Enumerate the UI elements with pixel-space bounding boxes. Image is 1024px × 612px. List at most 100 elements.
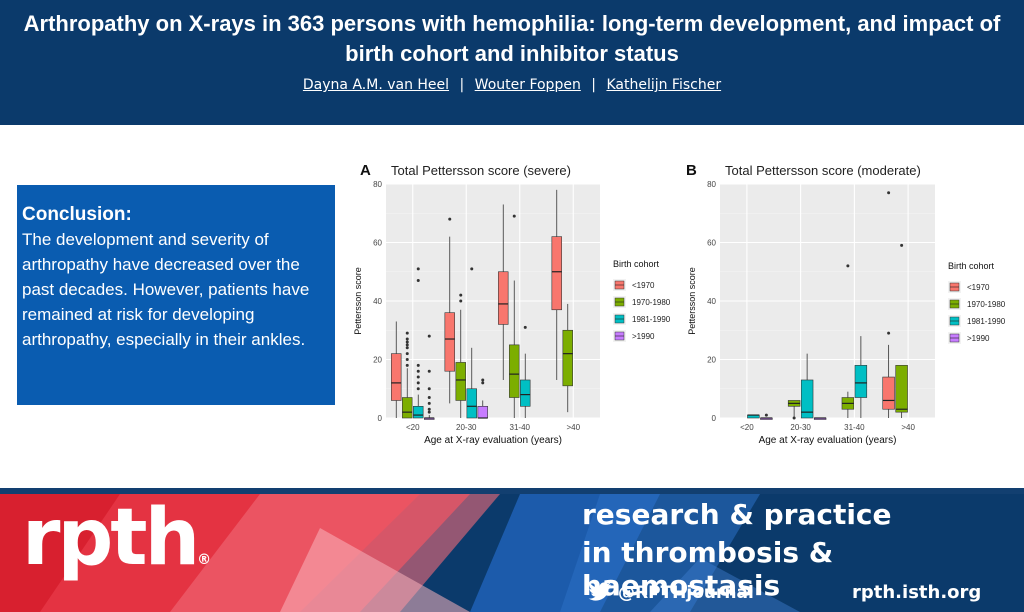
outlier-point (416, 375, 420, 379)
legend-title: Birth cohort (948, 261, 995, 271)
x-tick-label: 31-40 (510, 423, 531, 432)
box-iqr (882, 376, 895, 410)
outlier-point (416, 279, 420, 283)
chart0-box-1970-1980-20-30 (455, 293, 466, 418)
box-iqr (498, 271, 509, 325)
outlier-point (405, 343, 409, 347)
chart0-box-<1970->40 (551, 189, 562, 380)
outlier-point (427, 407, 431, 411)
y-tick-label: 60 (707, 239, 716, 248)
y-tick-label: 20 (373, 356, 382, 365)
footer-banner: rpth® research & practice in thrombosis … (0, 488, 1024, 612)
legend-label: 1970-1980 (632, 298, 671, 307)
box-iqr (391, 353, 402, 401)
conclusion-heading: Conclusion: (22, 204, 132, 225)
outlier-point (512, 214, 516, 218)
y-tick-label: 0 (378, 414, 383, 423)
outlier-point (405, 340, 409, 344)
legend-label: 1981-1990 (967, 317, 1006, 326)
author-link-fischer[interactable]: Kathelijn Fischer (606, 77, 722, 93)
y-tick-label: 40 (373, 297, 382, 306)
chart1-box->1990-<20 (760, 413, 773, 420)
x-tick-label: 20-30 (456, 423, 477, 432)
outlier-point (416, 369, 420, 373)
y-tick-label: 40 (707, 297, 716, 306)
box-iqr (477, 406, 488, 419)
outlier-point (481, 381, 485, 385)
footer-divider (0, 488, 1024, 494)
x-tick-label: >40 (566, 423, 580, 432)
legend-label: >1990 (967, 334, 990, 343)
outlier-point (846, 264, 850, 268)
x-tick-label: 31-40 (844, 423, 865, 432)
outlier-point (887, 191, 891, 195)
outlier-point (427, 396, 431, 400)
author-link-foppen[interactable]: Wouter Foppen (474, 77, 581, 93)
outlier-point (416, 267, 420, 271)
outlier-point (427, 410, 431, 414)
box-iqr (402, 397, 413, 419)
author-separator: | (459, 77, 465, 93)
box-iqr (413, 406, 424, 419)
chart1-box-1970-1980-20-30 (787, 400, 801, 420)
outlier-point (416, 381, 420, 385)
box-iqr (551, 236, 562, 311)
chart1-box-1981-1990-31-40 (854, 336, 868, 418)
outlier-point (405, 352, 409, 356)
conclusion-text: The development and severity of arthropa… (22, 230, 310, 349)
chart0-box-1970-1980-31-40 (509, 214, 520, 418)
chart1-box-1981-1990-<20 (747, 414, 760, 419)
chart0-box-<1970-<20 (391, 321, 402, 418)
x-tick-label: <20 (740, 423, 754, 432)
box-iqr (455, 362, 466, 401)
outlier-point (481, 378, 485, 382)
chart1-box->1990-20-30 (813, 417, 827, 420)
journal-name-line1: research & practice (582, 498, 892, 531)
legend-label: <1970 (632, 281, 655, 290)
chart0-box-1970-1980-<20 (402, 331, 413, 419)
legend-label: <1970 (967, 283, 990, 292)
y-tick-label: 0 (712, 414, 717, 423)
page-title: Arthropathy on X-rays in 363 persons wit… (23, 11, 1001, 66)
chart0-box->1990-<20 (424, 334, 435, 420)
twitter-handle[interactable]: @RPTHjournal (588, 582, 754, 603)
chart0-box-1970-1980->40 (562, 303, 573, 413)
chart-title: Total Pettersson score (severe) (391, 163, 571, 178)
chart1-box-1970-1980->40 (895, 243, 908, 418)
y-tick-label: 60 (373, 239, 382, 248)
x-tick-label: >40 (901, 423, 915, 432)
legend-label: >1990 (632, 332, 655, 341)
journal-name-line2: in thrombosis & haemostasis (582, 536, 834, 602)
chart0-box-<1970-20-30 (444, 217, 455, 404)
chart-b: B Total Pettersson score (moderate) 0 20 40 6… (686, 162, 1006, 446)
outlier-point (470, 267, 474, 271)
author-list: Dayna A.M. van Heel | Wouter Foppen | Ka… (0, 77, 1024, 93)
twitter-bird-icon (588, 582, 612, 601)
outlier-point (405, 346, 409, 350)
box-iqr (444, 312, 455, 372)
y-axis-label: Pettersson score (687, 267, 697, 335)
website-link[interactable]: rpth.isth.org (852, 582, 982, 603)
outlier-point (427, 401, 431, 405)
chart0-box->1990-20-30 (477, 378, 488, 419)
x-tick-label: <20 (406, 423, 420, 432)
outlier-point (416, 363, 420, 367)
box-iqr (466, 388, 477, 419)
chart-a: A Total Pettersson score (severe) 0 20 40 60 8… (353, 162, 671, 446)
box-iqr (520, 379, 531, 407)
panel-label: B (686, 162, 697, 179)
panel-label: A (360, 162, 371, 179)
y-axis-label: Pettersson score (353, 267, 363, 335)
legend-label: 1970-1980 (967, 300, 1006, 309)
author-link-van-heel[interactable]: Dayna A.M. van Heel (302, 77, 450, 93)
author-separator: | (591, 77, 596, 93)
outlier-point (459, 299, 463, 303)
outlier-point (405, 358, 409, 361)
chart1-box-1970-1980-31-40 (841, 264, 855, 418)
outlier-point (448, 217, 452, 221)
x-axis-label: Age at X-ray evaluation (years) (424, 435, 562, 446)
box-iqr (895, 365, 908, 413)
outlier-point (427, 387, 431, 391)
x-axis-label: Age at X-ray evaluation (years) (759, 435, 897, 446)
